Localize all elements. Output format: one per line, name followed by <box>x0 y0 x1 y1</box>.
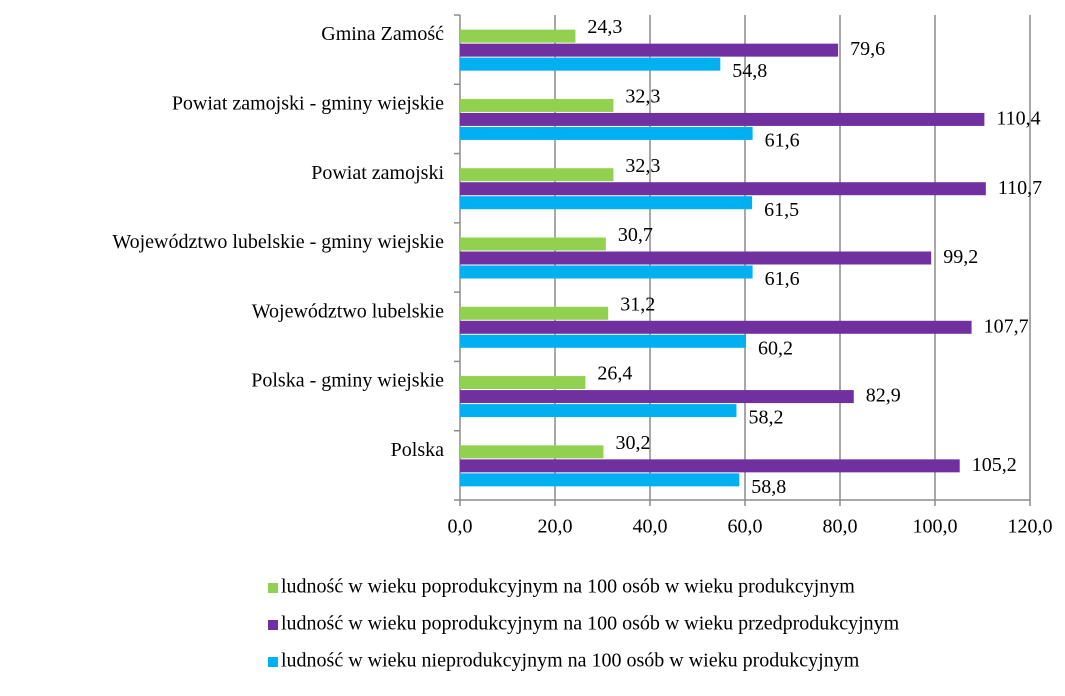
data-label: 32,3 <box>625 155 660 177</box>
data-label: 61,6 <box>765 130 800 152</box>
bar <box>460 320 972 334</box>
bar <box>460 29 576 43</box>
bar <box>460 334 746 348</box>
data-label: 61,5 <box>764 199 799 221</box>
bar <box>460 126 753 140</box>
data-label: 60,2 <box>758 337 793 359</box>
data-label: 82,9 <box>866 385 901 407</box>
data-label: 99,2 <box>943 246 978 268</box>
bar <box>460 306 609 320</box>
bar <box>460 237 606 251</box>
legend-swatch <box>268 657 278 667</box>
bar <box>460 404 737 418</box>
data-label: 32,3 <box>625 86 660 108</box>
bar <box>460 265 753 279</box>
legend-swatch <box>268 583 278 593</box>
y-tick-label: Powiat zamojski <box>311 162 444 184</box>
data-label: 31,2 <box>620 293 655 315</box>
bar <box>460 459 960 473</box>
y-tick-label: Województwo lubelskie - gminy wiejskie <box>112 231 444 253</box>
bar <box>460 112 985 126</box>
data-label: 110,7 <box>998 177 1042 199</box>
data-label: 24,3 <box>587 16 622 38</box>
bar <box>460 57 721 71</box>
y-tick-label: Polska - gminy wiejskie <box>251 370 444 392</box>
data-label: 30,7 <box>618 224 653 246</box>
data-label: 54,8 <box>732 60 767 82</box>
data-label: 79,6 <box>850 38 885 60</box>
y-tick-label: Gmina Zamość <box>321 23 444 45</box>
data-label: 58,8 <box>751 476 786 498</box>
x-tick-label: 100,0 <box>913 516 958 538</box>
data-label: 61,6 <box>765 268 800 290</box>
x-tick-label: 40,0 <box>633 516 668 538</box>
data-label: 26,4 <box>597 363 632 385</box>
bar <box>460 196 753 210</box>
bar <box>460 43 839 57</box>
legend-label: ludność w wieku nieprodukcyjnym na 100 o… <box>281 650 860 672</box>
x-tick-label: 60,0 <box>728 516 763 538</box>
bar <box>460 376 586 390</box>
bar <box>460 168 614 182</box>
y-tick-label: Powiat zamojski - gminy wiejskie <box>172 93 444 115</box>
legend-label: ludność w wieku poprodukcyjnym na 100 os… <box>281 576 855 598</box>
x-tick-label: 120,0 <box>1008 516 1053 538</box>
data-label: 110,4 <box>996 108 1040 130</box>
bar <box>460 182 986 196</box>
bar <box>460 98 614 112</box>
x-tick-label: 20,0 <box>538 516 573 538</box>
bar <box>460 473 740 487</box>
bar <box>460 251 932 265</box>
legend-swatch <box>268 620 278 630</box>
data-label: 30,2 <box>615 432 650 454</box>
data-label: 105,2 <box>972 454 1017 476</box>
bar <box>460 390 854 404</box>
x-tick-label: 80,0 <box>823 516 858 538</box>
data-label: 58,2 <box>748 407 783 429</box>
data-label: 107,7 <box>984 315 1029 337</box>
bar <box>460 445 604 459</box>
legend-label: ludność w wieku poprodukcyjnym na 100 os… <box>281 613 900 635</box>
x-tick-label: 0,0 <box>448 516 473 538</box>
y-tick-label: Województwo lubelskie <box>252 300 444 322</box>
y-tick-label: Polska <box>391 439 444 461</box>
